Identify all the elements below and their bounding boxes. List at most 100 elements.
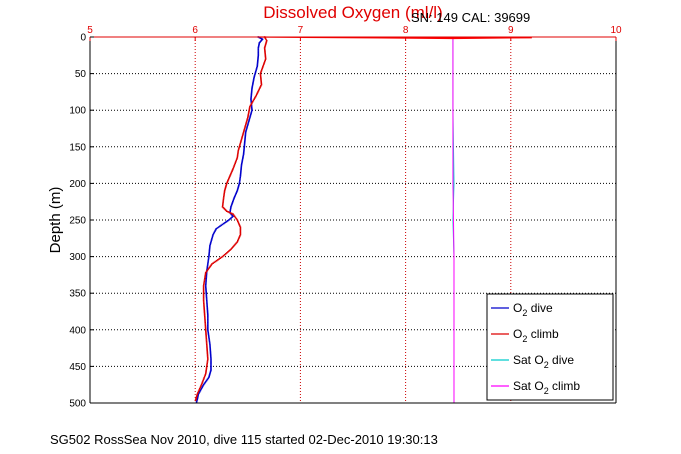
data-point (238, 181, 241, 183)
data-point (205, 342, 208, 344)
data-point (205, 380, 207, 383)
data-point (206, 348, 208, 350)
data-point (207, 327, 209, 330)
data-point (197, 393, 200, 396)
data-point (225, 210, 228, 213)
data-point (204, 320, 206, 322)
data-point (244, 124, 247, 127)
data-point (205, 274, 208, 277)
data-point (230, 204, 233, 207)
data-point (253, 75, 256, 77)
data-point (264, 49, 266, 52)
data-point (229, 175, 231, 177)
data-point (245, 120, 248, 123)
data-point (225, 182, 228, 185)
serial-calibration-label: SN: 149 CAL: 39699 (411, 10, 530, 25)
data-point (205, 270, 208, 273)
data-point (210, 358, 212, 360)
data-point (243, 145, 246, 147)
data-point (207, 331, 210, 334)
data-point (208, 255, 210, 258)
data-point (206, 307, 209, 309)
data-point (205, 277, 208, 280)
data-point (203, 377, 205, 379)
data-point (202, 296, 205, 299)
data-point (259, 75, 262, 78)
data-point (222, 198, 225, 201)
data-point (202, 299, 205, 302)
data-point (202, 288, 205, 290)
data-point (231, 212, 233, 215)
data-point (205, 296, 208, 299)
data-point (264, 45, 266, 48)
data-point (222, 201, 224, 204)
data-point (210, 366, 212, 369)
data-point (227, 219, 229, 222)
data-point (206, 378, 209, 381)
data-point (202, 298, 205, 300)
series-layer (194, 36, 532, 403)
data-point (195, 400, 198, 403)
data-point (225, 209, 227, 212)
data-point (208, 374, 211, 376)
data-point (237, 187, 239, 190)
data-point (257, 51, 260, 54)
data-point (205, 279, 207, 281)
data-point (229, 218, 231, 220)
y-tick-label: 450 (69, 362, 86, 373)
data-point (198, 387, 201, 390)
data-point (258, 87, 261, 90)
data-point (228, 219, 230, 221)
data-point (205, 368, 208, 371)
series-o2-climb (194, 36, 268, 402)
data-point (246, 119, 248, 122)
data-point (197, 395, 199, 398)
data-point (257, 45, 260, 48)
data-point (225, 252, 228, 254)
x-tick-label: 10 (610, 25, 622, 36)
data-point (235, 218, 238, 220)
data-point (194, 399, 197, 402)
data-point (251, 84, 254, 87)
data-point (259, 41, 261, 43)
data-point (230, 213, 233, 216)
data-point (254, 73, 256, 76)
data-point (227, 251, 229, 253)
data-point (228, 250, 230, 252)
data-point (251, 102, 253, 104)
data-point (239, 235, 241, 237)
data-point (232, 167, 234, 170)
data-point (254, 95, 257, 98)
data-point (201, 382, 203, 385)
data-point (208, 248, 211, 251)
data-point (248, 119, 251, 121)
data-point (205, 337, 208, 340)
data-point (232, 198, 235, 201)
data-point (235, 242, 238, 244)
data-point (210, 365, 212, 367)
data-point (264, 37, 267, 40)
data-point (207, 377, 209, 380)
data-point (241, 160, 244, 162)
data-point (209, 348, 212, 350)
data-point (206, 311, 209, 314)
data-point (200, 387, 203, 390)
data-point (241, 158, 244, 161)
x-tick-label: 9 (508, 25, 514, 36)
data-point (233, 244, 236, 246)
data-point (223, 189, 226, 192)
data-point (242, 157, 244, 160)
data-point (247, 123, 249, 125)
data-point (210, 264, 213, 266)
data-point (232, 166, 235, 169)
data-point (207, 324, 209, 327)
data-point (205, 280, 207, 283)
data-point (245, 129, 247, 132)
data-point (238, 146, 240, 149)
data-point (207, 321, 209, 324)
data-point (225, 220, 228, 223)
data-point (222, 222, 225, 225)
data-point (251, 108, 253, 110)
data-point (221, 223, 224, 226)
